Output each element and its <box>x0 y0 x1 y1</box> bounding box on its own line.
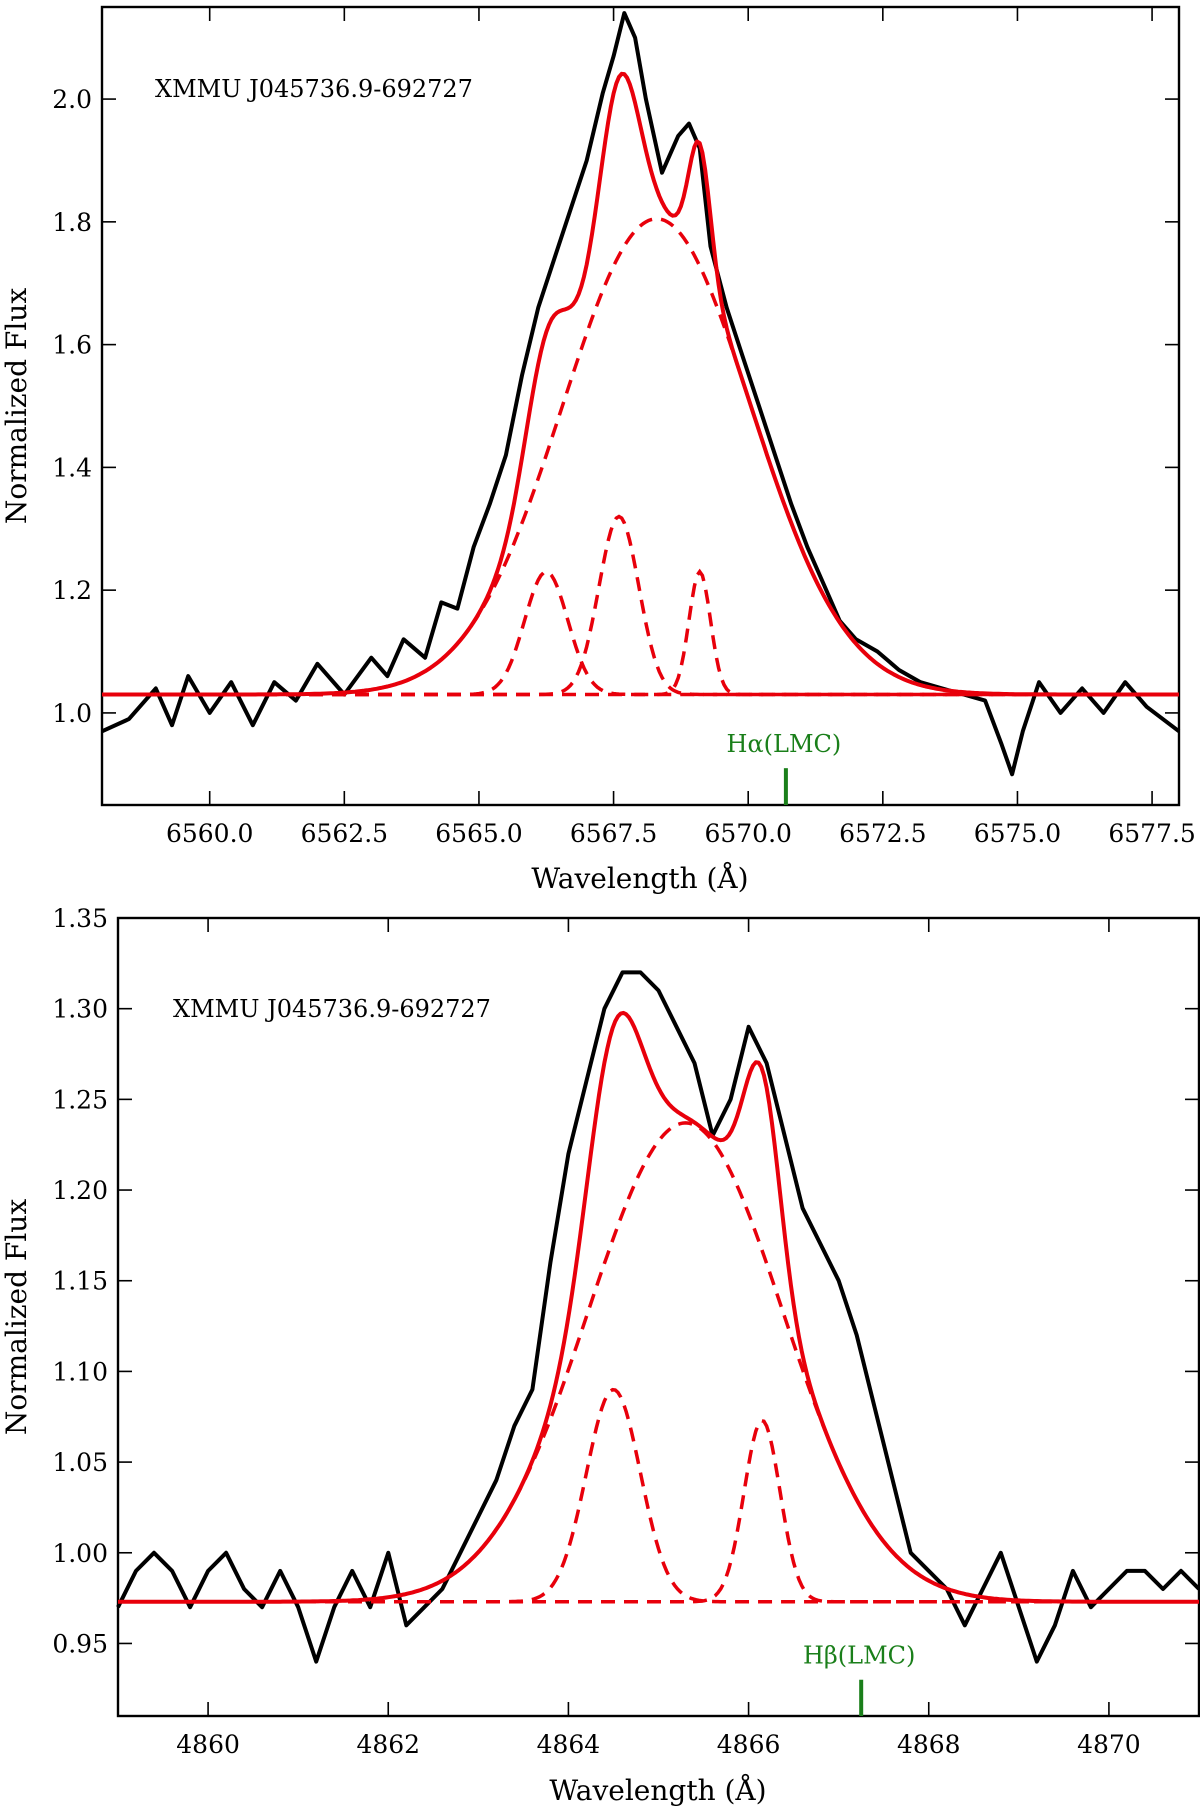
top-ytick-label: 1.4 <box>52 453 92 482</box>
bottom-component-broad <box>118 1121 1199 1604</box>
bottom-total-fit-line <box>118 1010 1199 1604</box>
top-xtick-label: 6567.5 <box>570 819 657 848</box>
bottom-y-ticks: 0.95 1.00 1.05 1.10 1.15 1.20 1.25 1.30 1.35 <box>52 904 1199 1658</box>
panel-top-halpha: 1.01.21.41.61.82.0 6560.0 6562.5 6565.0 656… <box>0 5 1196 895</box>
top-component-narrow-2 <box>102 514 1179 697</box>
bottom-plot-frame <box>116 916 1200 1718</box>
bottom-xtick-label: 4860 <box>176 1730 240 1759</box>
top-plot-frame <box>100 5 1181 807</box>
bottom-ytick-label: 1.00 <box>52 1539 108 1568</box>
bottom-ytick-label: 1.10 <box>52 1357 108 1386</box>
top-x-ticks: 6560.0 6562.5 6565.0 6567.5 6570.0 6572.5 6575… <box>166 7 1196 848</box>
bottom-xtick-label: 4866 <box>717 1730 781 1759</box>
top-ytick-label: 1.6 <box>52 331 92 360</box>
top-xtick-label: 6565.0 <box>435 819 522 848</box>
bottom-ytick-label: 1.30 <box>52 995 108 1024</box>
bottom-panel-title: XMMU J045736.9-692727 <box>173 995 491 1023</box>
top-ytick-label: 1.2 <box>52 576 92 605</box>
bottom-x-axis-label: Wavelength (Å) <box>549 1774 766 1807</box>
top-y-axis-label: Normalized Flux <box>0 288 33 524</box>
bottom-x-ticks: 4860 4862 4864 4866 4868 4870 <box>176 918 1141 1759</box>
bottom-xtick-label: 4864 <box>537 1730 601 1759</box>
bottom-observed-spectrum-line <box>116 970 1200 1664</box>
bottom-gaussian-components <box>118 1121 1199 1604</box>
top-ytick-label: 1.8 <box>52 208 92 237</box>
top-xtick-label: 6562.5 <box>301 819 388 848</box>
bottom-ytick-label: 1.35 <box>52 904 108 933</box>
top-ytick-label: 2.0 <box>52 85 92 114</box>
top-x-axis-label: Wavelength (Å) <box>531 862 748 895</box>
bottom-ytick-label: 1.20 <box>52 1176 108 1205</box>
top-ytick-label: 1.0 <box>52 699 92 728</box>
top-gaussian-components <box>102 217 1179 697</box>
top-xtick-label: 6570.0 <box>704 819 791 848</box>
top-component-broad <box>102 217 1179 697</box>
top-halpha-lmc-label: Hα(LMC) <box>727 730 842 758</box>
top-observed-spectrum-line <box>101 11 1181 777</box>
bottom-xtick-label: 4862 <box>356 1730 420 1759</box>
bottom-ytick-label: 1.25 <box>52 1085 108 1114</box>
bottom-y-axis-label: Normalized Flux <box>0 1199 33 1435</box>
top-xtick-label: 6560.0 <box>166 819 253 848</box>
top-xtick-label: 6575.0 <box>974 819 1061 848</box>
top-y-ticks: 1.0 1.2 1.4 1.6 1.8 2.0 <box>52 85 1179 728</box>
top-panel-title: XMMU J045736.9-692727 <box>155 75 473 103</box>
bottom-xtick-label: 4868 <box>897 1730 961 1759</box>
top-total-fit-line <box>102 71 1179 697</box>
top-xtick-label: 6572.5 <box>839 819 926 848</box>
bottom-hbeta-lmc-label: Hβ(LMC) <box>803 1642 915 1670</box>
bottom-ytick-label: 1.15 <box>52 1267 108 1296</box>
bottom-ytick-label: 0.95 <box>52 1629 108 1658</box>
top-xtick-label: 6577.5 <box>1108 819 1195 848</box>
bottom-xtick-label: 4870 <box>1077 1730 1141 1759</box>
bottom-ytick-label: 1.05 <box>52 1448 108 1477</box>
panel-bottom-hbeta: 0.95 1.00 1.05 1.10 1.15 1.20 1.25 1.30 1.35 486… <box>0 904 1200 1807</box>
